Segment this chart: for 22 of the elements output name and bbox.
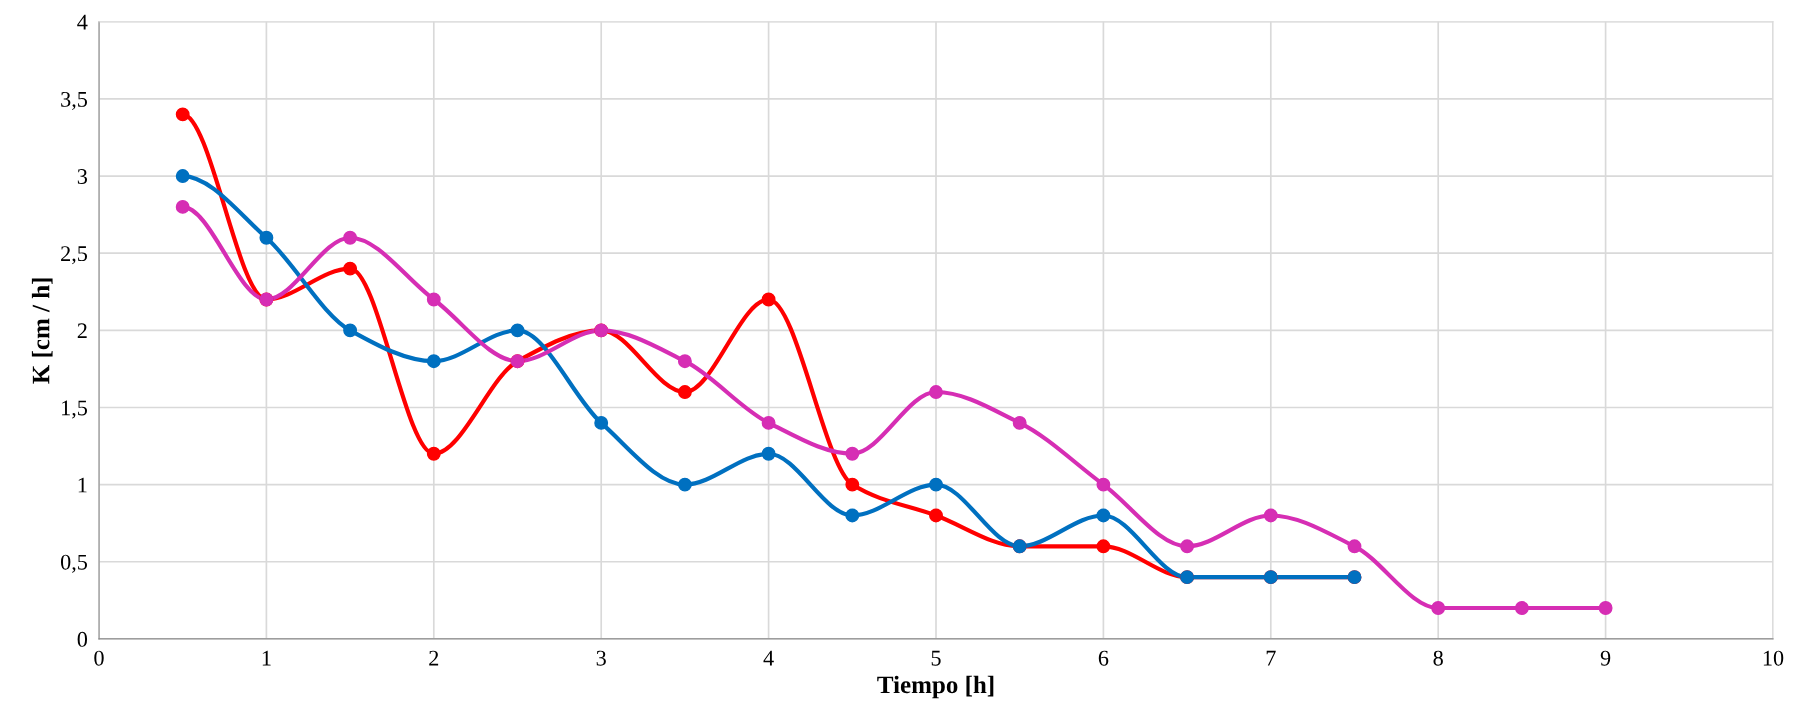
x-tick-label: 6 bbox=[1098, 650, 1109, 666]
y-axis-title: K [cm / h] bbox=[31, 278, 53, 384]
y-tick-label: 3,5 bbox=[61, 91, 88, 111]
x-tick-label: 7 bbox=[1266, 650, 1276, 666]
y-tick-label: 0,5 bbox=[60, 554, 88, 573]
y-tick-label: 4 bbox=[77, 14, 88, 30]
y-tick-label: 2 bbox=[77, 323, 87, 339]
x-tick-label: 4 bbox=[763, 650, 774, 666]
x-tick-label: 10 bbox=[1763, 650, 1784, 666]
x-tick-label: 2 bbox=[429, 650, 439, 666]
y-tick-label: 2,5 bbox=[61, 246, 88, 265]
y-tick-label: 0 bbox=[77, 631, 88, 647]
x-tick-label: 5 bbox=[931, 650, 941, 666]
x-axis-title: Tiempo [h] bbox=[877, 675, 994, 699]
x-tick-label: 1 bbox=[262, 650, 271, 666]
x-tick-label: 3 bbox=[596, 650, 606, 666]
y-tick-label: 1,5 bbox=[62, 400, 88, 419]
x-tick-label: 0 bbox=[94, 650, 104, 666]
x-tick-label: 8 bbox=[1433, 650, 1443, 666]
y-tick-label: 1 bbox=[78, 477, 87, 493]
y-tick-label: 3 bbox=[77, 169, 88, 184]
x-tick-label: 9 bbox=[1600, 650, 1611, 666]
